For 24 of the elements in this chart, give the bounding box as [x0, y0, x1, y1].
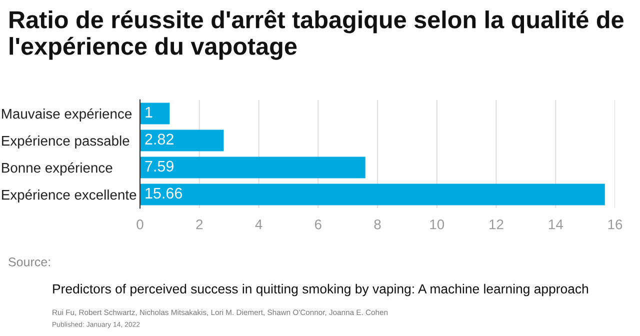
data-label: 1 [146, 106, 152, 118]
x-tick-label: 10 [430, 219, 444, 230]
bar [140, 102, 170, 124]
data-label: 2.82 [145, 134, 174, 145]
x-tick-label: 12 [490, 219, 504, 230]
x-tick-label: 16 [608, 219, 622, 230]
y-tick-label: Mauvaise expérience [2, 108, 132, 122]
x-tick-label: 14 [548, 220, 563, 230]
x-tick-label: 8 [374, 219, 381, 230]
x-tick-label: 6 [314, 219, 322, 230]
bar [140, 156, 366, 178]
source-note: Source: [8, 258, 50, 266]
y-tick-label: Expérience passable [2, 135, 130, 148]
x-tick-label: 2 [196, 219, 203, 230]
x-tick-label: 4 [255, 220, 262, 230]
bar [140, 130, 224, 152]
x-tick-label: 0 [136, 219, 144, 230]
data-label: 7.59 [145, 160, 174, 172]
y-tick-label: Bonne expérience [2, 162, 112, 176]
text: Predictors of perceived success in quitting smoking by vaping: A machine learning approach [53, 284, 588, 296]
data-label: 15.66 [146, 188, 182, 199]
bar [140, 184, 605, 206]
chart-title: Ratio de réussite d'arrêt tabagique selon la qualité de l'expérience du vapotage [10, 10, 624, 60]
y-tick-label: Expérience excellente [2, 189, 136, 202]
